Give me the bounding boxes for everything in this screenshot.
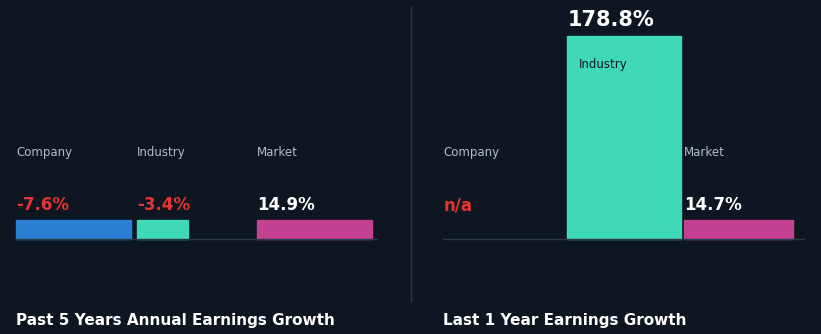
Text: 178.8%: 178.8%: [567, 10, 654, 30]
Text: Industry: Industry: [137, 146, 186, 159]
Bar: [257, 220, 372, 239]
Text: Industry: Industry: [579, 58, 627, 71]
Text: Past 5 Years Annual Earnings Growth: Past 5 Years Annual Earnings Growth: [16, 313, 335, 328]
Text: Company: Company: [16, 146, 72, 159]
Text: Last 1 Year Earnings Growth: Last 1 Year Earnings Growth: [443, 313, 687, 328]
Text: -7.6%: -7.6%: [16, 196, 70, 214]
Bar: [567, 35, 681, 239]
Bar: [684, 220, 792, 239]
Bar: [137, 220, 188, 239]
Text: n/a: n/a: [443, 196, 472, 214]
Text: 14.7%: 14.7%: [684, 196, 742, 214]
Text: -3.4%: -3.4%: [137, 196, 190, 214]
Text: Market: Market: [257, 146, 298, 159]
Text: Company: Company: [443, 146, 499, 159]
Text: Market: Market: [684, 146, 725, 159]
Text: 14.9%: 14.9%: [257, 196, 315, 214]
Bar: [16, 220, 131, 239]
